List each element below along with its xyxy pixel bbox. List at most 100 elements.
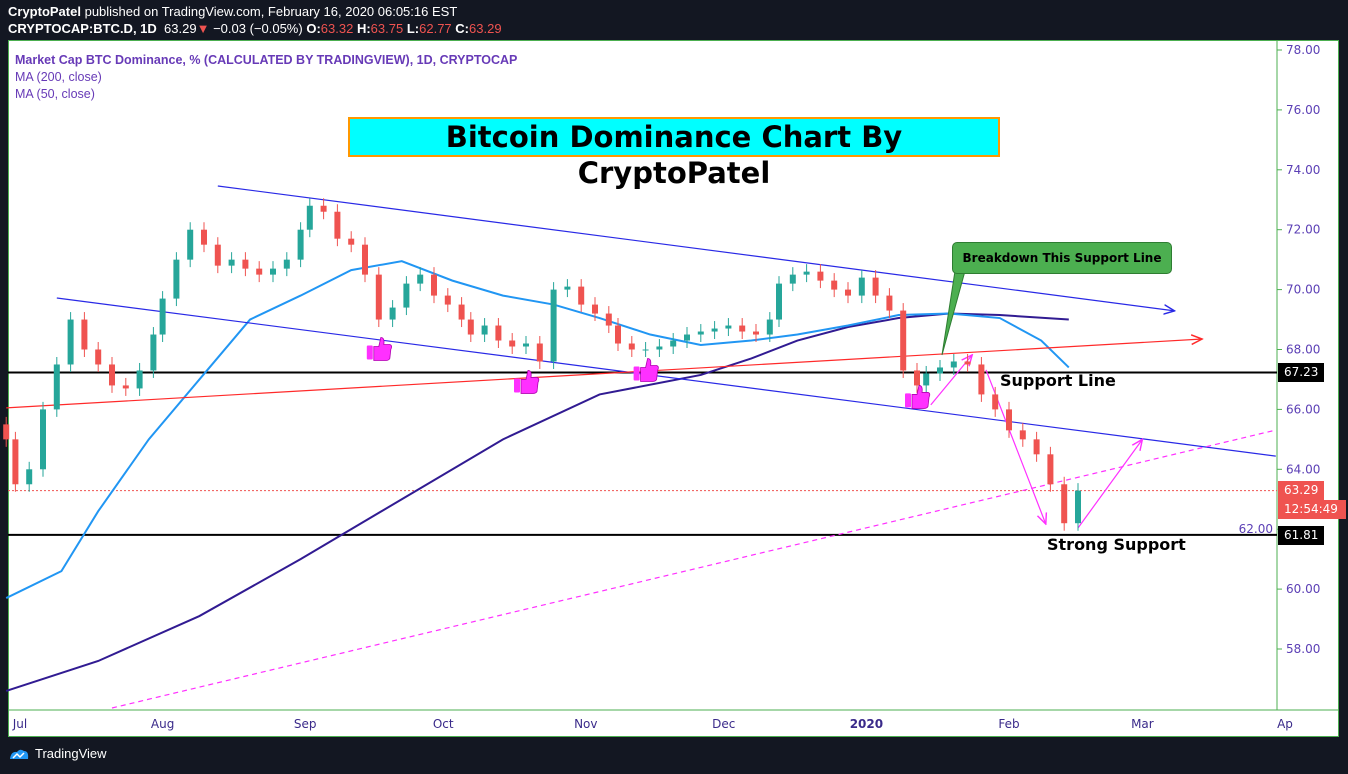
candle [886, 288, 893, 319]
candle-body [817, 271, 824, 281]
magenta-trendline [111, 429, 1276, 709]
candle [900, 303, 907, 378]
published-info: published on TradingView.com, February 1… [84, 4, 458, 19]
candle-body [776, 283, 782, 320]
candle [978, 356, 985, 402]
candle-body [201, 229, 207, 245]
candle-body [1033, 439, 1040, 455]
candle [628, 336, 635, 357]
candle [136, 362, 143, 396]
candle-body [914, 370, 920, 386]
candle [605, 306, 612, 334]
candle [845, 282, 851, 304]
candle-body [845, 289, 851, 296]
candle [964, 353, 971, 372]
open-label: O: [306, 21, 321, 36]
candle-body [697, 331, 704, 335]
footer-brand[interactable]: TradingView [35, 746, 107, 761]
candle-body [444, 295, 451, 305]
candle [270, 261, 276, 283]
candle [375, 267, 382, 328]
last-price: 63.29 [164, 21, 197, 36]
author[interactable]: CryptoPatel [8, 4, 81, 19]
candle-body [306, 205, 313, 230]
candle [914, 362, 920, 393]
tradingview-logo-icon [10, 749, 29, 759]
candle [187, 222, 194, 268]
candle-body [1061, 484, 1068, 524]
candle [509, 333, 516, 354]
candle-body [509, 340, 516, 347]
candle [389, 300, 396, 328]
candle-body [550, 289, 557, 362]
candle [95, 342, 102, 372]
x-tick-label: Dec [712, 717, 735, 731]
candle [1061, 476, 1068, 531]
candle [831, 273, 838, 298]
y-tick-label: 78.00 [1286, 43, 1320, 57]
candle [283, 252, 290, 277]
candle-body [872, 277, 879, 296]
candle-body [711, 328, 718, 332]
candle [53, 356, 60, 417]
chart-legend: Market Cap BTC Dominance, % (CALCULATED … [15, 52, 517, 103]
candle [523, 336, 529, 354]
candle-body [592, 304, 598, 314]
candle [923, 365, 930, 393]
candle [26, 461, 33, 492]
candle-body [725, 325, 732, 329]
candle [495, 318, 502, 349]
candle-body [122, 385, 129, 389]
low-value: 62.77 [419, 21, 452, 36]
breakdown-callout: Breakdown This Support Line [952, 242, 1172, 274]
candle [858, 270, 865, 304]
candle [201, 222, 207, 253]
candle-body [684, 334, 690, 341]
candle-body [831, 280, 838, 290]
close-label: C: [455, 21, 470, 36]
x-tick-label: Nov [574, 717, 597, 731]
footer: TradingView [8, 746, 107, 761]
red-trendline [6, 339, 1202, 409]
candle [766, 312, 773, 343]
candle-body [417, 274, 424, 284]
candle [592, 297, 598, 322]
candle [872, 270, 879, 304]
candle [739, 318, 746, 340]
y-tick-label: 76.00 [1286, 103, 1320, 117]
candle-body [67, 319, 74, 365]
candle [122, 377, 129, 396]
candle [564, 279, 571, 298]
candle [242, 252, 249, 277]
candle [159, 291, 166, 343]
candle [150, 327, 157, 378]
support-price-tag: 67.23 [1278, 363, 1325, 382]
last-price-tag: 63.29 [1278, 481, 1325, 500]
candle-body [964, 361, 971, 365]
candle-body [886, 295, 893, 311]
candle-body [187, 229, 194, 260]
thumbs-up-icon [514, 370, 540, 394]
candle [81, 312, 88, 357]
candle-body [95, 349, 102, 365]
candle-body [53, 364, 60, 410]
candle [536, 336, 543, 369]
candle-body [536, 343, 543, 362]
candle [256, 261, 263, 283]
candle-body [803, 271, 810, 275]
legend-series[interactable]: Market Cap BTC Dominance, % (CALCULATED … [15, 53, 518, 67]
candle-body [109, 364, 115, 386]
candle-body [1047, 454, 1054, 485]
candle [937, 359, 943, 381]
candle [776, 276, 782, 328]
legend-ma200[interactable]: MA (200, close) [15, 70, 102, 84]
candle-body [495, 325, 502, 341]
candle-body [605, 313, 612, 326]
low-label: L: [406, 21, 420, 36]
thumbs-up-icon [366, 337, 392, 361]
candle [40, 401, 46, 477]
candle-body [458, 304, 465, 320]
legend-ma50[interactable]: MA (50, close) [15, 87, 95, 101]
candle-body [270, 268, 276, 275]
